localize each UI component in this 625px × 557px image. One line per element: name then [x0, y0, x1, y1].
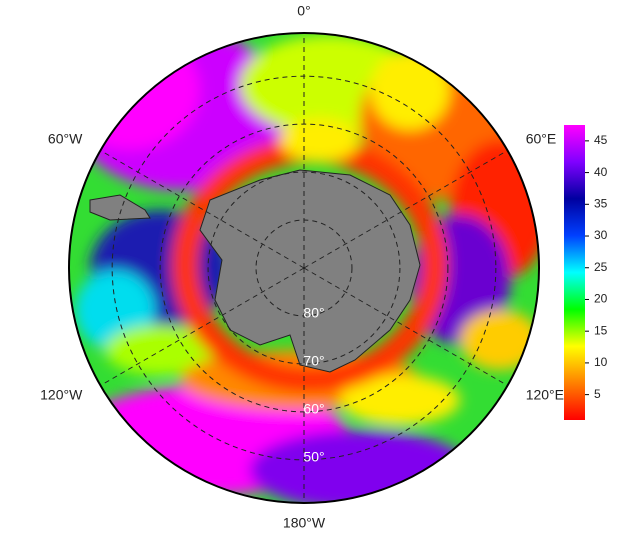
- parallel: [207, 171, 401, 365]
- lat-label: 60°: [303, 401, 324, 417]
- lon-label: 120°E: [526, 387, 564, 403]
- colorbar-label: 30: [594, 228, 608, 242]
- antarctica: [199, 169, 421, 373]
- colorbar-label: 45: [594, 133, 608, 147]
- lat-label: 50°: [303, 449, 324, 465]
- graticule: [100, 33, 508, 503]
- colorbar-label: 20: [594, 292, 608, 306]
- south-america: [89, 194, 151, 221]
- meridian: [100, 150, 305, 269]
- lon-label: 0°: [297, 3, 310, 19]
- meridian: [100, 267, 305, 386]
- parallel: [111, 75, 497, 461]
- lon-label: 120°W: [40, 387, 83, 403]
- lon-label: 60°E: [526, 131, 557, 147]
- map-boundary: [68, 32, 540, 504]
- parallel: [255, 219, 353, 317]
- colorbar-label: 35: [594, 196, 608, 210]
- colorbar-label: 40: [594, 165, 608, 179]
- meridian: [303, 150, 508, 269]
- parallel: [159, 123, 449, 413]
- lat-label: 80°: [303, 305, 324, 321]
- lon-label: 180°W: [283, 515, 326, 531]
- colorbar-label: 25: [594, 260, 608, 274]
- colorbar-label: 10: [594, 355, 608, 369]
- meridian: [303, 267, 508, 386]
- colorbar-label: 15: [594, 323, 608, 337]
- lon-label: 60°W: [48, 131, 83, 147]
- colorbar: [564, 125, 585, 420]
- lat-label: 70°: [303, 353, 324, 369]
- colorbar-label: 5: [594, 387, 601, 401]
